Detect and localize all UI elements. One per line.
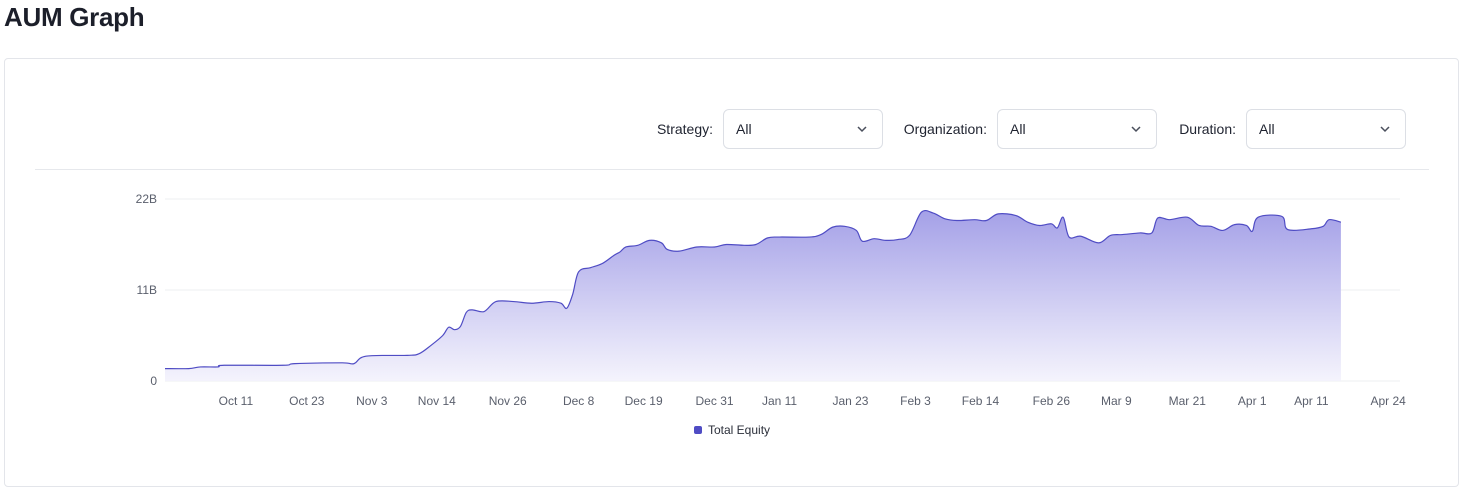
aum-area-chart: 0 11B 22B Oct 11 Oct 23 Nov 3 Nov 14 Nov 26 Dec … bbox=[136, 192, 1407, 408]
filter-divider bbox=[35, 169, 1429, 170]
x-tick-label: Oct 23 bbox=[289, 394, 325, 408]
x-tick-label: Feb 26 bbox=[1033, 394, 1071, 408]
duration-select-value: All bbox=[1259, 121, 1275, 137]
organization-filter-label: Organization: bbox=[903, 121, 987, 137]
strategy-select[interactable]: All bbox=[723, 109, 883, 149]
chevron-down-icon bbox=[1380, 126, 1390, 133]
organization-select-value: All bbox=[1010, 121, 1026, 137]
x-tick-label: Oct 11 bbox=[219, 394, 254, 408]
x-tick-label: Dec 8 bbox=[563, 394, 595, 408]
duration-filter-label: Duration: bbox=[1179, 121, 1236, 137]
x-tick-label: Mar 21 bbox=[1169, 394, 1207, 408]
y-tick-label: 0 bbox=[150, 374, 157, 388]
x-tick-label: Dec 31 bbox=[696, 394, 734, 408]
x-tick-label: Nov 26 bbox=[489, 394, 527, 408]
chevron-down-icon bbox=[857, 126, 867, 133]
y-tick-label: 22B bbox=[136, 192, 157, 206]
series-line-total-equity bbox=[164, 209, 1342, 370]
x-tick-label: Jan 11 bbox=[762, 394, 797, 408]
page-title: AUM Graph bbox=[4, 2, 145, 32]
x-tick-label: Feb 14 bbox=[962, 394, 1000, 408]
duration-select[interactable]: All bbox=[1246, 109, 1406, 149]
x-tick-label: Nov 14 bbox=[418, 394, 456, 408]
y-tick-label: 11B bbox=[137, 283, 157, 297]
legend-swatch-total-equity bbox=[694, 426, 702, 434]
chart-legend[interactable]: Total Equity bbox=[694, 423, 770, 437]
series-area-total-equity bbox=[165, 210, 1341, 381]
chevron-down-icon bbox=[1131, 126, 1141, 133]
legend-label-total-equity: Total Equity bbox=[708, 423, 771, 437]
organization-select[interactable]: All bbox=[997, 109, 1157, 149]
x-tick-label: Nov 3 bbox=[356, 394, 388, 408]
x-tick-label: Apr 1 bbox=[1238, 394, 1267, 408]
strategy-filter-label: Strategy: bbox=[656, 121, 713, 137]
x-tick-label: Jan 23 bbox=[832, 394, 868, 408]
x-tick-label: Apr 11 bbox=[1294, 394, 1329, 408]
aum-chart-card: Strategy: All Organization: All Duration… bbox=[4, 58, 1459, 487]
strategy-select-value: All bbox=[736, 121, 752, 137]
x-tick-label: Mar 9 bbox=[1101, 394, 1132, 408]
x-tick-label: Dec 19 bbox=[625, 394, 663, 408]
x-tick-label: Feb 3 bbox=[900, 394, 931, 408]
x-tick-label: Apr 24 bbox=[1371, 394, 1407, 408]
